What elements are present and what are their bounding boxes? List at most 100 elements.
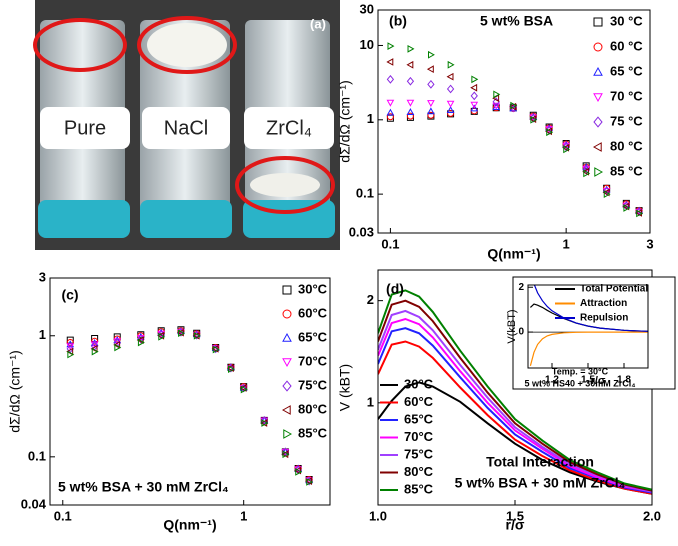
legend-label: 30 °C bbox=[610, 13, 643, 28]
marker bbox=[594, 143, 601, 151]
marker bbox=[283, 310, 291, 318]
y-tick-label: 0.1 bbox=[356, 186, 374, 201]
marker bbox=[388, 43, 393, 49]
y-tick-label: 1 bbox=[39, 327, 46, 342]
annotation: 5 wt% BSA + 30 mM ZrCl₄ bbox=[455, 475, 626, 491]
marker bbox=[283, 381, 291, 391]
legend-label: Total Potential bbox=[580, 284, 648, 295]
legend-label: 80°C bbox=[404, 464, 434, 479]
legend-label: 65 °C bbox=[610, 63, 643, 78]
precipitate bbox=[250, 173, 320, 197]
annotation: 5 wt% BSA bbox=[480, 13, 553, 29]
legend-label: 65°C bbox=[404, 411, 434, 426]
legend-label: 30°C bbox=[298, 281, 328, 296]
x-tick-label: 3 bbox=[646, 236, 653, 251]
legend-label: 65°C bbox=[298, 329, 328, 344]
legend-label: 60 °C bbox=[610, 38, 643, 53]
marker bbox=[472, 76, 477, 82]
plot-frame bbox=[50, 278, 330, 505]
marker bbox=[594, 94, 602, 101]
marker bbox=[594, 43, 602, 51]
figure: Pure NaCl ZrCl₄ (a) 0.1 1 3 0.03 0.1 1 1 0 30 Q(n… bbox=[0, 0, 678, 541]
legend-label: 80 °C bbox=[610, 138, 643, 153]
y-tick-label: 30 bbox=[360, 1, 374, 16]
marker bbox=[448, 74, 453, 80]
marker bbox=[594, 18, 602, 26]
marker bbox=[387, 76, 393, 83]
panel-label: (d) bbox=[386, 281, 404, 297]
marker bbox=[284, 430, 291, 438]
x-tick-label: 1 bbox=[563, 236, 570, 251]
marker bbox=[407, 62, 412, 68]
marker bbox=[594, 68, 602, 75]
legend-label: 70 °C bbox=[610, 88, 643, 103]
chart-panel: 0.1 1 0.04 0.1 1 3 Q(nm⁻¹) dΣ/dΩ (cm⁻¹) 30°C 60°C… bbox=[7, 269, 330, 532]
annotation: Total Interaction bbox=[486, 454, 594, 470]
legend-label: 75°C bbox=[404, 446, 434, 461]
annotation: Temp. = 30°C bbox=[552, 366, 609, 376]
vial-label: ZrCl₄ bbox=[266, 117, 312, 139]
legend-label: 80°C bbox=[298, 401, 328, 416]
series-group bbox=[387, 43, 642, 216]
marker bbox=[471, 85, 476, 91]
marker bbox=[283, 334, 291, 341]
x-tick-label: 1 bbox=[240, 508, 247, 523]
y-axis-label: V (kBT) bbox=[337, 364, 353, 411]
marker bbox=[429, 52, 434, 58]
legend-label: 75 °C bbox=[610, 113, 643, 128]
marker bbox=[387, 100, 393, 105]
y-tick-label: 2 bbox=[518, 282, 524, 293]
y-tick-label: 0.04 bbox=[21, 496, 47, 511]
y-tick-label: 0.03 bbox=[349, 224, 374, 239]
x-tick-label: 2.0 bbox=[643, 508, 661, 523]
vial-cap bbox=[38, 200, 130, 238]
y-axis-label: dΣ/dΩ (cm⁻¹) bbox=[337, 80, 353, 163]
legend-label: 85°C bbox=[404, 481, 434, 496]
legend-label: 70°C bbox=[298, 353, 328, 368]
vial-label: NaCl bbox=[164, 117, 208, 139]
annotation: 5 wt% HS40 + 30mM ZrCl₄ bbox=[524, 378, 635, 388]
x-tick-label: 0.1 bbox=[54, 508, 72, 523]
legend-label: 30°C bbox=[404, 376, 434, 391]
series-group bbox=[67, 327, 312, 485]
panel-label: (b) bbox=[389, 13, 407, 29]
x-tick-label: 1.0 bbox=[369, 508, 387, 523]
marker bbox=[448, 107, 454, 112]
legend-label: 75°C bbox=[298, 377, 328, 392]
marker bbox=[387, 59, 392, 65]
chart-panel: 0.1130.030.111030Q(nm⁻¹)dΣ/dΩ (cm⁻¹)30 °… bbox=[337, 1, 654, 261]
marker bbox=[448, 101, 454, 106]
y-tick-label: 0 bbox=[518, 327, 524, 338]
panel-label: (c) bbox=[61, 287, 78, 303]
marker bbox=[283, 286, 291, 294]
x-axis-label: Q(nm⁻¹) bbox=[163, 517, 216, 533]
marker bbox=[283, 359, 291, 366]
legend-label: 60°C bbox=[298, 305, 328, 320]
legend-label: 85 °C bbox=[610, 163, 643, 178]
y-axis-label: dΣ/dΩ (cm⁻¹) bbox=[7, 350, 23, 433]
x-axis-label: r/σ bbox=[506, 517, 525, 533]
photo-panel: Pure NaCl ZrCl₄ (a) bbox=[35, 0, 340, 250]
y-tick-label: 0.1 bbox=[28, 448, 46, 463]
marker bbox=[428, 66, 433, 72]
y-axis-label: V(kBT) bbox=[506, 309, 518, 343]
y-tick-label: 3 bbox=[39, 269, 46, 284]
marker bbox=[283, 406, 290, 414]
legend-label: 60°C bbox=[404, 394, 434, 409]
vial-label: Pure bbox=[64, 117, 106, 139]
panel-label: (a) bbox=[310, 16, 326, 31]
marker bbox=[428, 101, 434, 106]
marker bbox=[407, 78, 413, 85]
marker bbox=[428, 81, 434, 88]
legend-label: Attraction bbox=[580, 298, 627, 309]
marker bbox=[407, 100, 413, 105]
legend-label: 85°C bbox=[298, 425, 328, 440]
x-tick-label: 0.1 bbox=[381, 236, 399, 251]
vial-cap bbox=[140, 200, 232, 238]
legend-label: 70°C bbox=[404, 429, 434, 444]
marker bbox=[408, 46, 413, 52]
marker bbox=[448, 62, 453, 68]
marker bbox=[407, 109, 413, 114]
x-axis-label: Q(nm⁻¹) bbox=[487, 246, 540, 262]
